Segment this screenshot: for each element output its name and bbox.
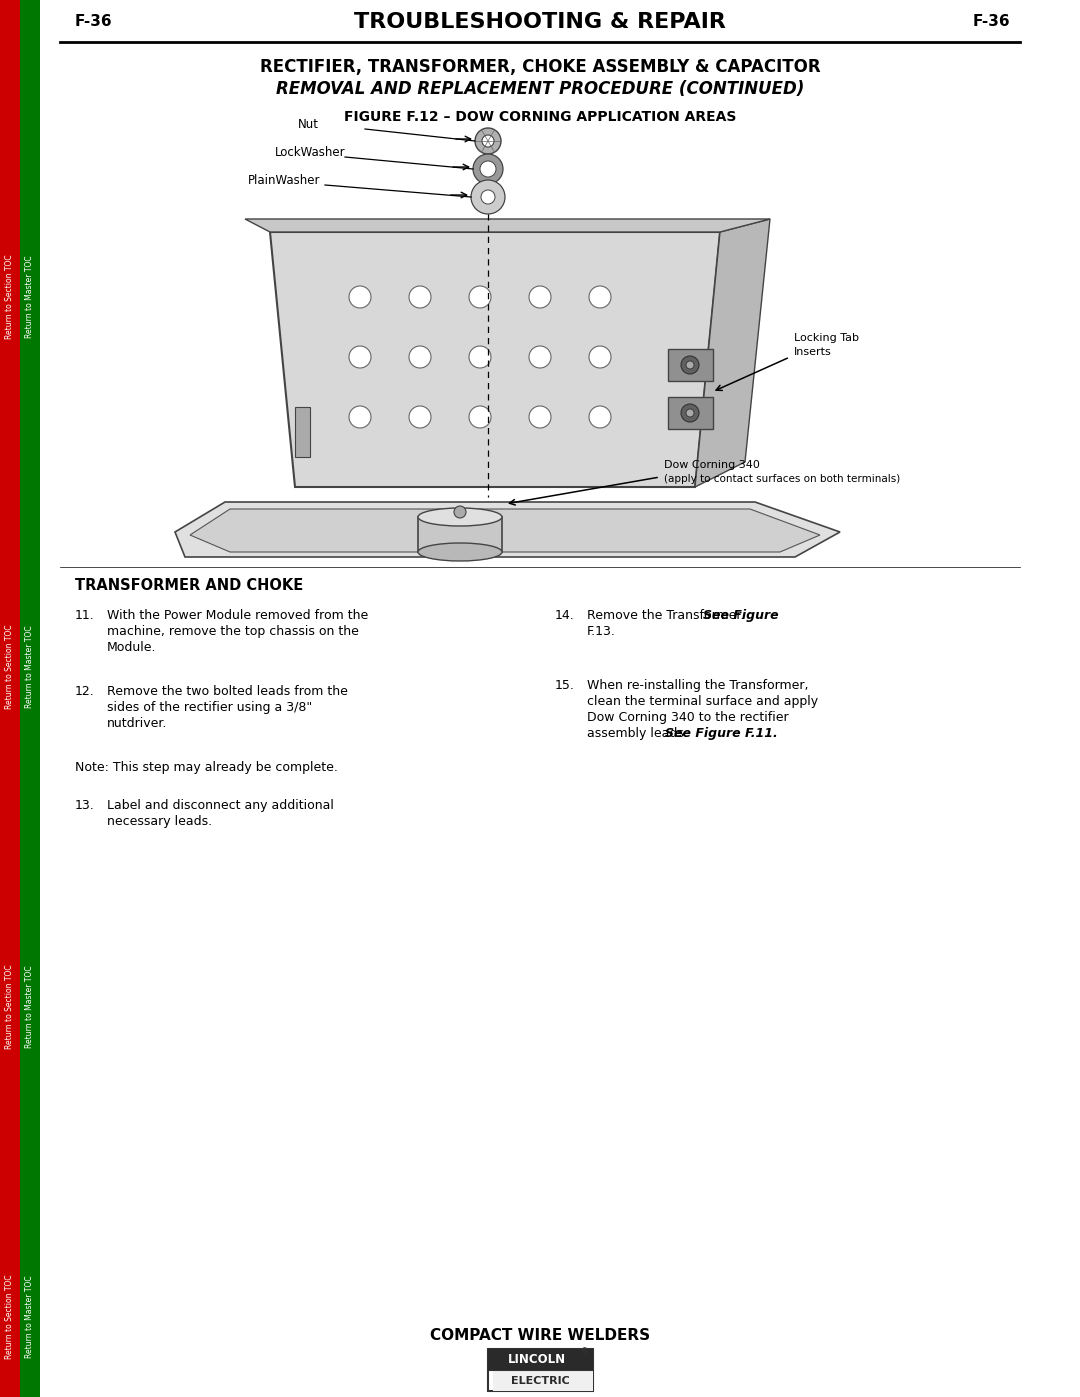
Circle shape <box>589 286 611 307</box>
Circle shape <box>469 407 491 427</box>
Polygon shape <box>696 219 770 488</box>
Circle shape <box>469 346 491 367</box>
Circle shape <box>589 346 611 367</box>
Text: Module.: Module. <box>107 641 157 654</box>
Bar <box>418 517 502 552</box>
Text: TRANSFORMER AND CHOKE: TRANSFORMER AND CHOKE <box>75 577 303 592</box>
Bar <box>21 0 40 1397</box>
Ellipse shape <box>418 543 502 562</box>
Polygon shape <box>270 232 720 488</box>
Circle shape <box>469 286 491 307</box>
Text: Nut: Nut <box>298 119 319 131</box>
Text: 12.: 12. <box>75 685 95 698</box>
Text: F.13.: F.13. <box>588 624 616 638</box>
Circle shape <box>475 129 501 154</box>
Circle shape <box>471 180 505 214</box>
Text: F-36: F-36 <box>972 14 1010 29</box>
Text: 15.: 15. <box>555 679 575 692</box>
Polygon shape <box>295 407 310 457</box>
Circle shape <box>482 136 494 147</box>
Text: TROUBLESHOOTING & REPAIR: TROUBLESHOOTING & REPAIR <box>354 13 726 32</box>
Text: Return to Master TOC: Return to Master TOC <box>26 626 35 708</box>
Circle shape <box>681 404 699 422</box>
Circle shape <box>686 409 694 416</box>
Bar <box>0 0 21 1397</box>
Text: Remove the Transformer.: Remove the Transformer. <box>588 609 748 622</box>
Text: ELECTRIC: ELECTRIC <box>511 1376 569 1386</box>
Text: Locking Tab
Inserts: Locking Tab Inserts <box>794 334 859 356</box>
Text: necessary leads.: necessary leads. <box>107 814 212 828</box>
Polygon shape <box>190 509 820 552</box>
Text: See Figure F.11.: See Figure F.11. <box>664 726 778 740</box>
Text: COMPACT WIRE WELDERS: COMPACT WIRE WELDERS <box>430 1327 650 1343</box>
Text: Return to Section TOC: Return to Section TOC <box>5 965 14 1049</box>
Text: Return to Section TOC: Return to Section TOC <box>5 624 14 710</box>
Circle shape <box>409 346 431 367</box>
Circle shape <box>589 407 611 427</box>
Text: 14.: 14. <box>555 609 575 622</box>
Text: LINCOLN: LINCOLN <box>508 1354 566 1366</box>
Text: Dow Corning 340: Dow Corning 340 <box>664 460 760 469</box>
Circle shape <box>349 286 372 307</box>
Text: (apply to contact surfaces on both terminals): (apply to contact surfaces on both termi… <box>664 474 901 483</box>
Text: machine, remove the top chassis on the: machine, remove the top chassis on the <box>107 624 359 638</box>
Polygon shape <box>245 219 770 232</box>
Bar <box>492 1370 593 1391</box>
Polygon shape <box>175 502 840 557</box>
Text: RECTIFIER, TRANSFORMER, CHOKE ASSEMBLY & CAPACITOR: RECTIFIER, TRANSFORMER, CHOKE ASSEMBLY &… <box>259 59 821 75</box>
Circle shape <box>480 161 496 177</box>
Circle shape <box>409 286 431 307</box>
Text: nutdriver.: nutdriver. <box>107 717 167 731</box>
Circle shape <box>681 356 699 374</box>
Text: Return to Section TOC: Return to Section TOC <box>5 254 14 339</box>
Circle shape <box>349 407 372 427</box>
Circle shape <box>349 346 372 367</box>
Text: With the Power Module removed from the: With the Power Module removed from the <box>107 609 368 622</box>
Circle shape <box>686 360 694 369</box>
Text: F-36: F-36 <box>75 14 112 29</box>
Text: 11.: 11. <box>75 609 95 622</box>
Text: assembly leads.: assembly leads. <box>588 726 692 740</box>
Circle shape <box>473 154 503 184</box>
Text: Return to Section TOC: Return to Section TOC <box>5 1274 14 1359</box>
Circle shape <box>454 506 465 518</box>
Circle shape <box>481 190 495 204</box>
Text: Remove the two bolted leads from the: Remove the two bolted leads from the <box>107 685 348 698</box>
Text: Return to Master TOC: Return to Master TOC <box>26 256 35 338</box>
Text: REMOVAL AND REPLACEMENT PROCEDURE (CONTINUED): REMOVAL AND REPLACEMENT PROCEDURE (CONTI… <box>275 80 805 98</box>
Text: Return to Master TOC: Return to Master TOC <box>26 965 35 1048</box>
Text: LockWasher: LockWasher <box>275 147 346 159</box>
Bar <box>669 349 713 381</box>
Text: When re-installing the Transformer,: When re-installing the Transformer, <box>588 679 809 692</box>
Text: Dow Corning 340 to the rectifier: Dow Corning 340 to the rectifier <box>588 711 788 724</box>
Text: See Figure: See Figure <box>703 609 779 622</box>
Ellipse shape <box>418 509 502 527</box>
Circle shape <box>529 286 551 307</box>
Text: ®: ® <box>581 1348 589 1356</box>
Text: sides of the rectifier using a 3/8": sides of the rectifier using a 3/8" <box>107 701 312 714</box>
Text: clean the terminal surface and apply: clean the terminal surface and apply <box>588 694 819 708</box>
Text: Note: This step may already be complete.: Note: This step may already be complete. <box>75 761 338 774</box>
Circle shape <box>529 407 551 427</box>
Text: FIGURE F.12 – DOW CORNING APPLICATION AREAS: FIGURE F.12 – DOW CORNING APPLICATION AR… <box>343 110 737 124</box>
Text: 13.: 13. <box>75 799 95 812</box>
Circle shape <box>529 346 551 367</box>
Text: PlainWasher: PlainWasher <box>248 175 321 187</box>
Text: Return to Master TOC: Return to Master TOC <box>26 1275 35 1358</box>
Bar <box>669 397 713 429</box>
Bar <box>487 1350 593 1370</box>
Circle shape <box>409 407 431 427</box>
Text: Label and disconnect any additional: Label and disconnect any additional <box>107 799 334 812</box>
